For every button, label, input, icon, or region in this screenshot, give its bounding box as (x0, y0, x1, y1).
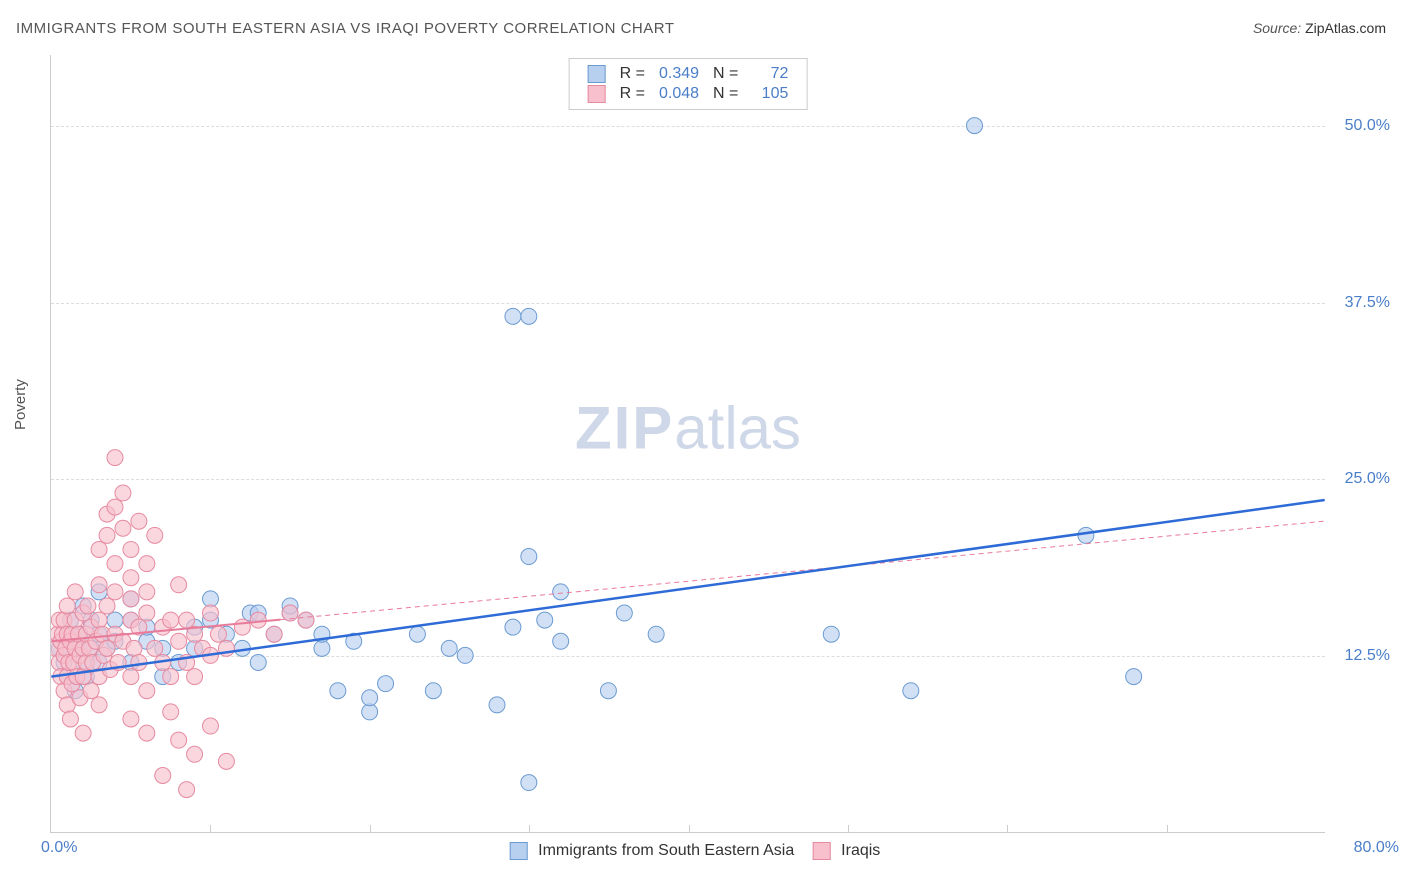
source-label: Source: (1253, 20, 1301, 36)
chart-plot-area: ZIPatlas R = 0.349 N = 72 R = 0.048 N = … (50, 55, 1325, 833)
legend-row-iraqis: R = 0.048 N = 105 (582, 85, 795, 103)
series-legend: Immigrants from South Eastern Asia Iraqi… (496, 842, 881, 860)
swatch-iraqis (588, 85, 606, 103)
legend-row-se-asia: R = 0.349 N = 72 (582, 65, 795, 83)
correlation-legend: R = 0.349 N = 72 R = 0.048 N = 105 (569, 58, 808, 110)
y-tick-label: 37.5% (1330, 294, 1390, 312)
source-value: ZipAtlas.com (1305, 20, 1386, 36)
r-value-iraqis: 0.048 (659, 85, 699, 103)
y-tick-label: 12.5% (1330, 647, 1390, 665)
y-tick-label: 25.0% (1330, 470, 1390, 488)
y-axis-label: Poverty (12, 379, 29, 430)
swatch-se-asia (588, 65, 606, 83)
series-name-se-asia: Immigrants from South Eastern Asia (538, 842, 794, 859)
swatch-iraqis-bottom (813, 842, 831, 860)
series-name-iraqis: Iraqis (841, 842, 880, 859)
n-value-iraqis: 105 (752, 85, 788, 103)
n-label: N = (707, 65, 744, 83)
correlation-table: R = 0.349 N = 72 R = 0.048 N = 105 (580, 63, 797, 105)
y-tick-label: 50.0% (1330, 117, 1390, 135)
swatch-se-asia-bottom (510, 842, 528, 860)
n-value-se-asia: 72 (752, 65, 788, 83)
r-label: R = (614, 65, 651, 83)
x-axis-min-label: 0.0% (41, 839, 77, 857)
source-attribution: Source: ZipAtlas.com (1253, 20, 1386, 36)
x-axis-max-label: 80.0% (1354, 839, 1399, 857)
scatter-svg (51, 55, 1325, 832)
r-value-se-asia: 0.349 (659, 65, 699, 83)
chart-title: IMMIGRANTS FROM SOUTH EASTERN ASIA VS IR… (16, 20, 675, 37)
